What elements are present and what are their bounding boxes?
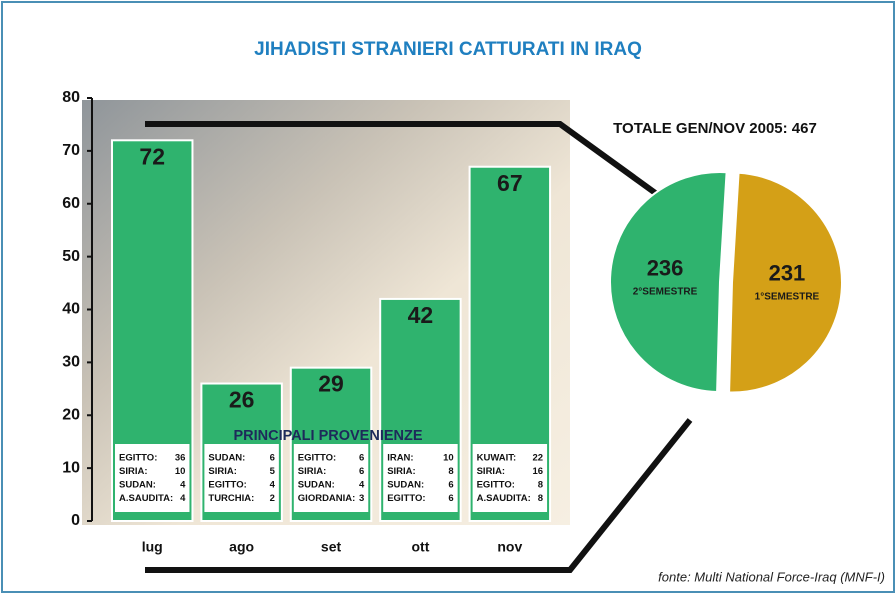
y-tick-label: 60 [62,195,80,212]
origin-value: 6 [448,493,453,504]
origin-name: KUWAIT: [477,453,517,464]
origin-name: TURCHIA: [208,493,254,504]
origin-name: SIRIA: [119,466,148,477]
y-tick-label: 70 [62,142,80,159]
source: fonte: Multi National Force-Iraq (MNF-I) [658,569,885,584]
y-tick-label: 20 [62,406,80,423]
y-tick-label: 10 [62,459,80,476]
value-label: 42 [408,302,434,328]
origin-name: EGITTO: [298,453,336,464]
value-label: 29 [318,371,344,397]
origin-value: 22 [532,453,543,464]
x-tick-label: lug [142,539,163,555]
origin-name: EGITTO: [208,480,246,491]
y-tick-label: 50 [62,248,80,265]
origin-name: A.SAUDITA: [477,493,531,504]
y-tick-label: 0 [71,512,80,529]
origin-value: 8 [538,480,543,491]
origin-box [204,444,279,512]
annotation: PRINCIPALI PROVENIENZE [233,428,422,444]
origin-value: 4 [270,480,276,491]
origin-name: SUDAN: [208,453,245,464]
origin-value: 5 [270,466,276,477]
origin-value: 8 [448,466,453,477]
origin-name: SIRIA: [387,466,416,477]
pie-value: 236 [647,255,684,280]
origin-value: 6 [359,453,364,464]
x-tick-label: ago [229,539,254,555]
pie-slice [728,171,843,394]
origin-box [115,444,190,512]
origin-value: 4 [180,480,186,491]
origin-value: 4 [180,493,186,504]
origin-box [293,444,369,512]
pie-title: TOTALE GEN/NOV 2005: 467 [613,120,817,137]
connector [145,121,667,203]
origin-name: A.SAUDITA: [119,493,173,504]
origin-name: EGITTO: [477,480,515,491]
origin-name: EGITTO: [119,453,157,464]
origin-value: 3 [359,493,364,504]
origin-name: SUDAN: [119,480,156,491]
y-tick-label: 80 [62,89,80,106]
origin-value: 36 [175,453,186,464]
origin-box [383,444,458,512]
x-tick-label: ott [411,539,429,555]
origin-value: 6 [270,453,275,464]
origin-value: 6 [448,480,453,491]
origin-value: 10 [443,453,454,464]
origin-value: 10 [175,466,186,477]
origin-value: 8 [538,493,543,504]
origin-name: SIRIA: [477,466,506,477]
pie-value: 231 [769,261,806,286]
y-tick-label: 30 [62,354,80,371]
x-tick-label: set [321,539,342,555]
value-label: 67 [497,170,523,196]
pie-slice [609,171,728,393]
origin-value: 2 [270,493,275,504]
connector [145,418,693,573]
y-tick-label: 40 [62,301,80,318]
origin-value: 4 [359,480,365,491]
x-tick-label: nov [497,539,522,555]
origin-name: SIRIA: [208,466,237,477]
chart-title: JIHADISTI STRANIERI CATTURATI IN IRAQ [254,39,642,60]
origin-name: GIORDANIA: [298,493,356,504]
value-label: 26 [229,387,255,413]
origin-name: SIRIA: [298,466,327,477]
origin-name: SUDAN: [298,480,335,491]
origin-value: 16 [532,466,543,477]
origin-box [472,444,548,512]
pie-label: 1°SEMESTRE [755,292,820,303]
origin-name: EGITTO: [387,493,425,504]
origin-name: IRAN: [387,453,413,464]
origin-value: 6 [359,466,364,477]
value-label: 72 [139,143,165,169]
origin-name: SUDAN: [387,480,424,491]
pie-label: 2°SEMESTRE [633,286,698,297]
